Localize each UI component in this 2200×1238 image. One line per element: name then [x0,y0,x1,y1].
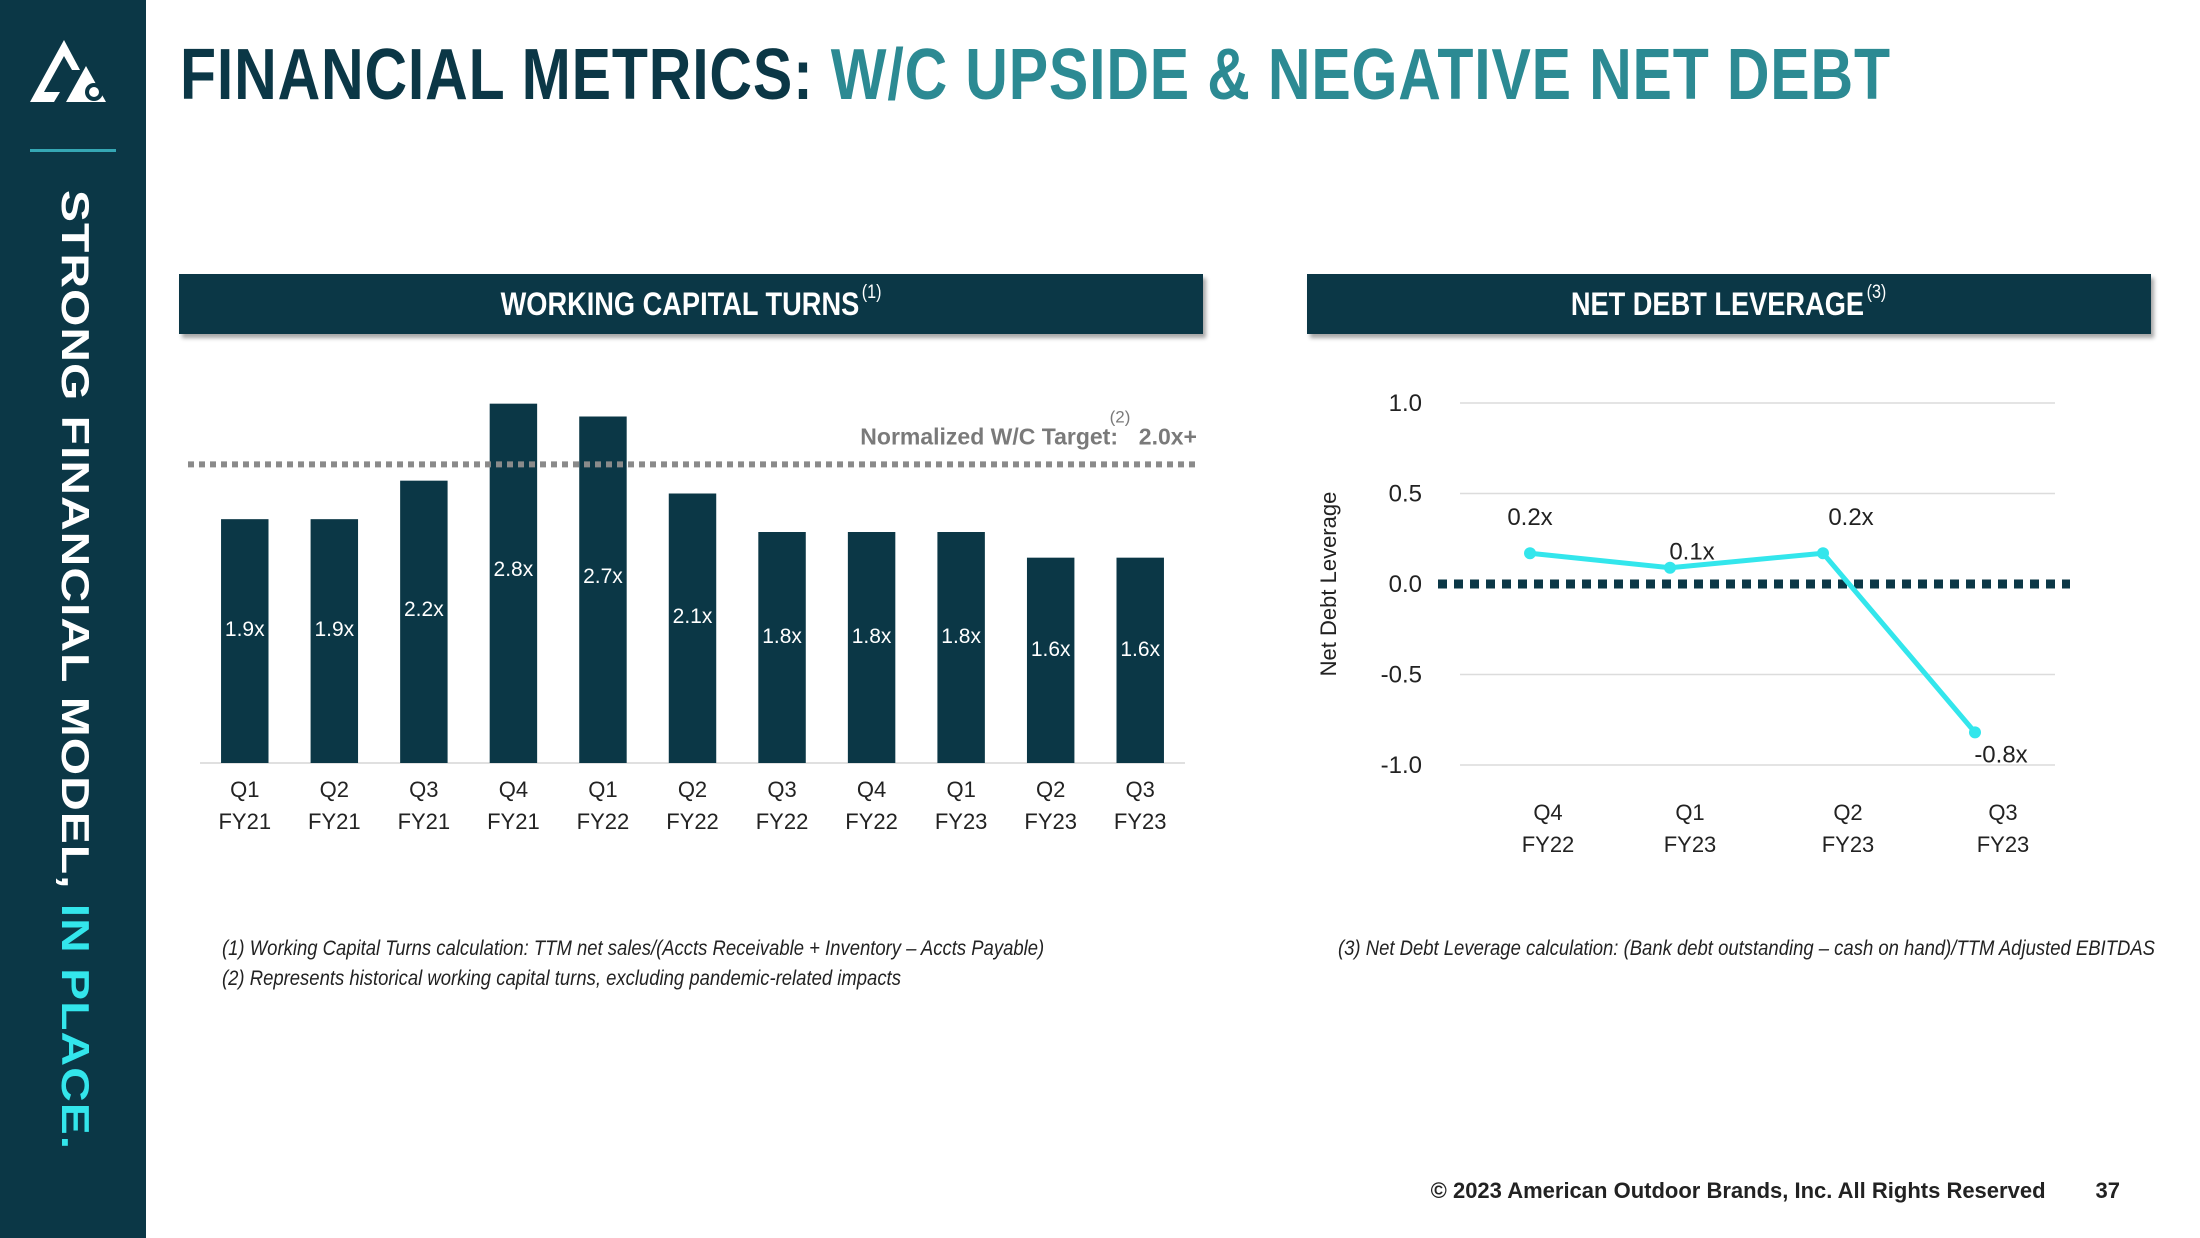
wc-bar [937,532,985,763]
wc-x-tick-quarter: Q3 [1126,777,1155,802]
wc-x-tick-year: FY23 [1024,809,1077,834]
wc-x-tick-year: FY22 [577,809,630,834]
wc-target-footnote-ref: (2) [1110,407,1131,426]
wc-x-tick-quarter: Q4 [857,777,886,802]
brand-logo [30,40,106,102]
wc-bar-value-label: 2.2x [404,598,444,621]
wc-bar-value-label: 1.9x [225,618,265,641]
wc-bar-value-label: 1.6x [1031,638,1071,661]
nd-x-tick-quarter: Q4 [1533,800,1562,825]
page-title-accent: W/C UPSIDE & NEGATIVE NET DEBT [830,35,1891,115]
wc-x-tick-quarter: Q3 [409,777,438,802]
nd-data-point [1969,726,1981,739]
wc-footnote-2: (2) Represents historical working capita… [222,967,901,990]
nd-x-tick-quarter: Q2 [1833,800,1862,825]
nd-x-tick-year: FY23 [1664,832,1717,857]
wc-x-tick-quarter: Q1 [230,777,259,802]
wc-bar [221,519,269,763]
net-debt-leverage-chart: 1.0 0.5 0.0 -0.5 -1.0 Net Debt Leverage 0.2x Q4… [1316,390,2070,857]
wc-x-tick-quarter: Q1 [588,777,617,802]
nd-x-tick-quarter: Q1 [1675,800,1704,825]
page-number: 37 [2095,1178,2120,1203]
nd-data-label: 0.2x [1828,504,1873,531]
wc-x-tick-quarter: Q2 [678,777,707,802]
nd-panel-title-text: NET DEBT LEVERAGE [1571,285,1865,322]
working-capital-turns-chart: 1.9x Q1 FY21 1.9x Q2 FY21 2.2x Q3 FY21 2.8x Q4 FY21… [188,403,1200,834]
wc-bar [489,403,538,763]
wc-x-tick-year: FY22 [666,809,719,834]
nd-panel-title: NET DEBT LEVERAGE (3) [1571,282,1886,323]
nd-x-tick-quarter: Q3 [1988,800,2017,825]
nd-x-tick-year: FY22 [1522,832,1575,857]
wc-bar-value-label: 2.8x [494,558,534,581]
wc-bar [1116,557,1164,763]
wc-x-tick-year: FY21 [308,809,361,834]
sidebar-tagline-main: STRONG FINANCIAL MODEL, [52,190,97,890]
nd-y-tick-label: 0.0 [1389,571,1422,598]
nd-data-point [1817,547,1829,560]
sidebar-tagline: STRONG FINANCIAL MODEL, IN PLACE. [52,190,97,1150]
nd-y-tick-label: 1.0 [1389,390,1422,417]
wc-bar [847,532,896,763]
nd-data-point [1524,547,1536,560]
wc-x-tick-quarter: Q3 [767,777,796,802]
wc-x-tick-quarter: Q1 [946,777,975,802]
sidebar-tagline-accent: IN PLACE. [52,903,97,1151]
wc-bar-value-label: 1.6x [1120,638,1160,661]
wc-bar [1026,557,1075,763]
nd-data-label: -0.8x [1974,741,2027,768]
wc-bar [758,532,806,763]
wc-x-tick-quarter: Q4 [499,777,528,802]
wc-panel-title: WORKING CAPITAL TURNS (1) [500,282,882,323]
nd-data-point [1664,561,1676,574]
wc-bar [310,519,359,763]
wc-x-tick-year: FY23 [935,809,988,834]
nd-y-axis-label: Net Debt Leverage [1316,492,1341,677]
wc-bar [668,493,717,763]
wc-x-tick-quarter: Q2 [1036,777,1065,802]
wc-x-tick-year: FY22 [756,809,809,834]
wc-panel-footnote-ref: (1) [861,281,882,303]
nd-x-tick-year: FY23 [1977,832,2030,857]
wc-panel-title-text: WORKING CAPITAL TURNS [500,285,860,322]
sidebar: STRONG FINANCIAL MODEL, IN PLACE. [0,0,146,1238]
nd-series-line [1529,550,1977,735]
page-title-main: FINANCIAL METRICS: [180,35,814,115]
wc-bar-value-label: 1.8x [762,625,802,648]
wc-bar-value-label: 2.1x [673,605,713,628]
nd-y-tick-label: -1.0 [1381,752,1422,779]
wc-bar [400,480,448,763]
sidebar-divider [30,149,116,152]
wc-x-tick-year: FY22 [845,809,898,834]
nd-footnotes: (3) Net Debt Leverage calculation: (Bank… [1338,934,2155,964]
copyright-text: © 2023 American Outdoor Brands, Inc. All… [1430,1178,2046,1203]
wc-panel-banner: WORKING CAPITAL TURNS (1) [179,274,1203,334]
wc-bar [579,416,627,763]
nd-panel-banner: NET DEBT LEVERAGE (3) [1307,274,2151,334]
nd-footnote-1: (3) Net Debt Leverage calculation: (Bank… [1338,937,2155,960]
nd-data-label: 0.1x [1669,539,1714,566]
footer: © 2023 American Outdoor Brands, Inc. All… [1431,1178,2120,1204]
wc-footnote-1: (1) Working Capital Turns calculation: T… [222,937,1045,960]
page-title: FINANCIAL METRICS: W/C UPSIDE & NEGATIVE… [180,34,1891,116]
nd-panel-footnote-ref: (3) [1866,281,1887,303]
wc-x-tick-year: FY21 [487,809,540,834]
wc-target-value: 2.0x+ [1139,423,1197,449]
nd-y-tick-label: 0.5 [1389,481,1422,508]
wc-target-label: Normalized W/C Target: [860,423,1118,449]
wc-bar-value-label: 1.8x [941,625,981,648]
nd-data-label: 0.2x [1507,504,1552,531]
wc-x-tick-year: FY23 [1114,809,1167,834]
nd-x-tick-year: FY23 [1822,832,1875,857]
wc-footnotes: (1) Working Capital Turns calculation: T… [222,934,1044,994]
wc-x-tick-quarter: Q2 [320,777,349,802]
wc-bar-value-label: 1.9x [314,618,354,641]
wc-x-tick-year: FY21 [218,809,271,834]
wc-bar-value-label: 1.8x [852,625,892,648]
wc-bar-value-label: 2.7x [583,565,623,588]
wc-x-tick-year: FY21 [398,809,451,834]
nd-y-tick-label: -0.5 [1381,662,1422,689]
